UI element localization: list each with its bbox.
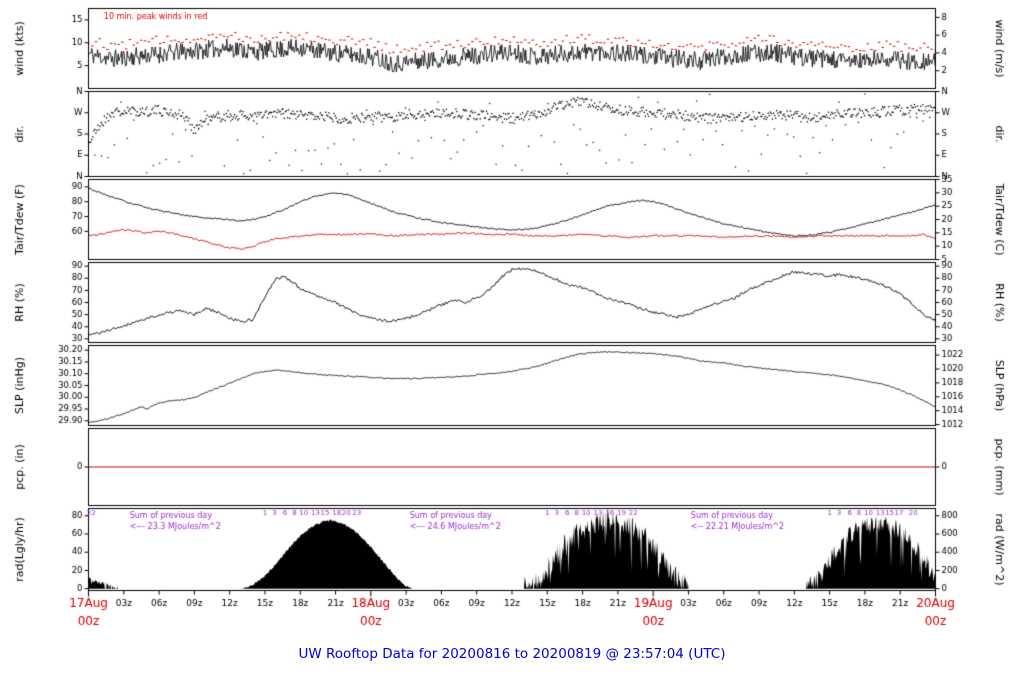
chart-title: UW Rooftop Data for 20200816 to 20200819… xyxy=(298,646,726,662)
